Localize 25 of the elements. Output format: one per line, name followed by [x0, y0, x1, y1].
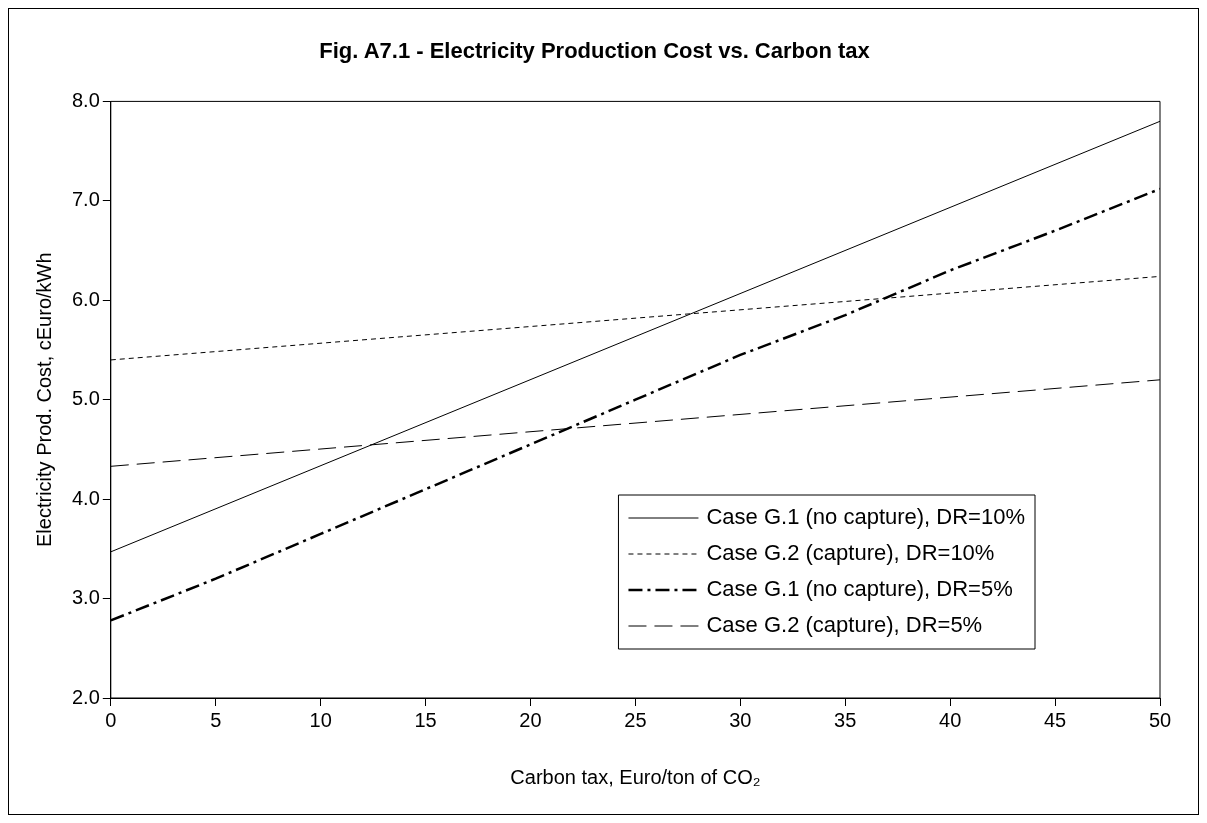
x-axis-title: Carbon tax, Euro/ton of CO₂	[510, 765, 761, 788]
x-tick-label: 45	[1043, 708, 1067, 731]
chart-title: Fig. A7.1 - Electricity Production Cost vs. Carbon tax	[319, 38, 871, 64]
x-tick-label: 40	[939, 708, 962, 731]
x-tick-label: 10	[309, 708, 332, 731]
y-tick-label: 8.0	[71, 88, 100, 111]
x-tick-label: 30	[729, 708, 752, 731]
legend-label: Case G.2 (capture), DR=5%	[706, 612, 983, 638]
legend-label: Case G.1 (no capture), DR=10%	[706, 504, 1026, 530]
legend-label: Case G.2 (capture), DR=10%	[706, 540, 995, 566]
y-tick-label: 2.0	[71, 685, 100, 708]
x-tick-label: 20	[519, 708, 542, 731]
y-tick-label: 4.0	[71, 486, 100, 509]
x-tick-label: 0	[105, 708, 117, 731]
x-tick-label: 50	[1148, 708, 1172, 731]
legend-label: Case G.1 (no capture), DR=5%	[706, 576, 1013, 602]
y-tick-label: 5.0	[71, 387, 100, 410]
y-tick-label: 3.0	[71, 586, 100, 609]
x-tick-label: 35	[834, 708, 857, 731]
y-axis-title: Electricity Prod. Cost, cEuro/kWh	[32, 252, 55, 547]
x-tick-label: 15	[414, 708, 437, 731]
y-tick-label: 6.0	[71, 287, 100, 310]
x-tick-label: 25	[624, 708, 647, 731]
y-tick-label: 7.0	[71, 188, 100, 211]
x-tick-label: 5	[210, 708, 222, 731]
